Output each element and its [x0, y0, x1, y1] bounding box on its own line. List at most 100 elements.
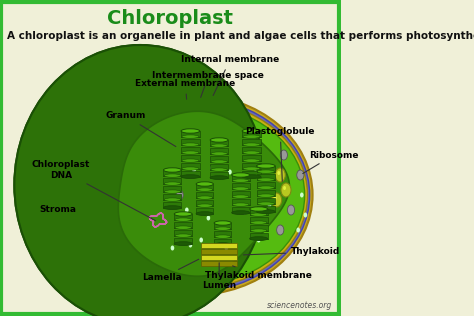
- FancyBboxPatch shape: [164, 170, 182, 176]
- Ellipse shape: [232, 173, 250, 177]
- Ellipse shape: [196, 212, 213, 216]
- Circle shape: [277, 171, 280, 175]
- FancyBboxPatch shape: [256, 182, 275, 188]
- Circle shape: [275, 168, 285, 182]
- Ellipse shape: [197, 196, 213, 199]
- Circle shape: [225, 246, 228, 251]
- Circle shape: [300, 192, 303, 198]
- Ellipse shape: [197, 212, 213, 215]
- Ellipse shape: [243, 151, 260, 154]
- Text: Granum: Granum: [106, 112, 176, 147]
- FancyBboxPatch shape: [250, 217, 268, 222]
- Ellipse shape: [257, 202, 274, 205]
- Ellipse shape: [174, 242, 192, 246]
- FancyBboxPatch shape: [250, 233, 268, 239]
- FancyBboxPatch shape: [196, 200, 213, 206]
- Ellipse shape: [250, 229, 267, 232]
- Polygon shape: [118, 111, 290, 276]
- FancyBboxPatch shape: [214, 239, 231, 245]
- Ellipse shape: [257, 170, 274, 173]
- Ellipse shape: [257, 186, 274, 189]
- Ellipse shape: [164, 174, 181, 177]
- FancyBboxPatch shape: [181, 139, 200, 145]
- Ellipse shape: [250, 237, 267, 240]
- FancyBboxPatch shape: [164, 202, 182, 208]
- Ellipse shape: [182, 143, 199, 146]
- Circle shape: [185, 208, 189, 212]
- FancyBboxPatch shape: [196, 184, 213, 190]
- Ellipse shape: [197, 204, 213, 207]
- FancyBboxPatch shape: [256, 190, 275, 196]
- FancyBboxPatch shape: [201, 255, 237, 260]
- Ellipse shape: [211, 168, 228, 171]
- Ellipse shape: [243, 175, 260, 178]
- Ellipse shape: [196, 182, 213, 186]
- Ellipse shape: [182, 135, 199, 138]
- Text: External membrane: External membrane: [135, 80, 236, 99]
- FancyBboxPatch shape: [181, 131, 200, 137]
- Text: Stroma: Stroma: [39, 205, 76, 215]
- FancyBboxPatch shape: [214, 231, 231, 237]
- FancyBboxPatch shape: [196, 208, 213, 214]
- Ellipse shape: [250, 237, 268, 240]
- Circle shape: [297, 170, 304, 180]
- Circle shape: [257, 238, 261, 242]
- FancyBboxPatch shape: [256, 198, 275, 204]
- FancyBboxPatch shape: [250, 225, 268, 231]
- FancyBboxPatch shape: [174, 214, 192, 220]
- Text: Ribosome: Ribosome: [303, 150, 358, 173]
- Ellipse shape: [174, 212, 192, 216]
- Ellipse shape: [175, 234, 191, 237]
- Circle shape: [283, 186, 286, 190]
- FancyBboxPatch shape: [181, 155, 200, 161]
- Text: A chloroplast is an organelle in plant and algae cells that performs photosynthe: A chloroplast is an organelle in plant a…: [7, 31, 474, 41]
- Ellipse shape: [182, 175, 199, 178]
- Ellipse shape: [215, 243, 231, 246]
- Text: Lumen: Lumen: [202, 263, 236, 289]
- Ellipse shape: [232, 211, 250, 214]
- Ellipse shape: [182, 159, 199, 162]
- Ellipse shape: [242, 129, 261, 133]
- Ellipse shape: [181, 175, 200, 179]
- Circle shape: [272, 193, 282, 207]
- FancyBboxPatch shape: [201, 243, 237, 248]
- FancyBboxPatch shape: [256, 174, 275, 179]
- Ellipse shape: [14, 45, 266, 316]
- Ellipse shape: [78, 99, 310, 291]
- FancyBboxPatch shape: [242, 171, 261, 177]
- Ellipse shape: [210, 176, 228, 179]
- Ellipse shape: [242, 175, 261, 179]
- Text: Intermembrane space: Intermembrane space: [153, 71, 264, 97]
- Circle shape: [277, 225, 284, 235]
- Ellipse shape: [182, 167, 199, 170]
- Ellipse shape: [215, 235, 231, 238]
- Circle shape: [171, 246, 174, 251]
- FancyBboxPatch shape: [210, 164, 228, 170]
- FancyBboxPatch shape: [210, 140, 228, 146]
- Ellipse shape: [257, 210, 274, 213]
- Circle shape: [243, 210, 246, 215]
- Circle shape: [176, 190, 183, 200]
- Ellipse shape: [243, 143, 260, 146]
- Ellipse shape: [257, 194, 274, 197]
- Ellipse shape: [211, 144, 228, 147]
- FancyBboxPatch shape: [201, 249, 237, 254]
- Ellipse shape: [243, 135, 260, 138]
- Ellipse shape: [243, 167, 260, 170]
- Ellipse shape: [14, 45, 266, 316]
- Ellipse shape: [175, 218, 191, 221]
- Text: Chloroplast: Chloroplast: [107, 9, 233, 27]
- FancyBboxPatch shape: [174, 230, 192, 236]
- FancyBboxPatch shape: [250, 209, 268, 215]
- Ellipse shape: [232, 187, 249, 190]
- FancyBboxPatch shape: [210, 156, 228, 161]
- FancyBboxPatch shape: [214, 223, 231, 228]
- Circle shape: [253, 166, 257, 171]
- Ellipse shape: [175, 226, 191, 229]
- Text: Lamella: Lamella: [142, 259, 199, 283]
- FancyBboxPatch shape: [242, 131, 261, 137]
- FancyBboxPatch shape: [1, 2, 339, 314]
- FancyBboxPatch shape: [232, 175, 250, 181]
- Ellipse shape: [164, 206, 181, 209]
- Ellipse shape: [211, 176, 228, 179]
